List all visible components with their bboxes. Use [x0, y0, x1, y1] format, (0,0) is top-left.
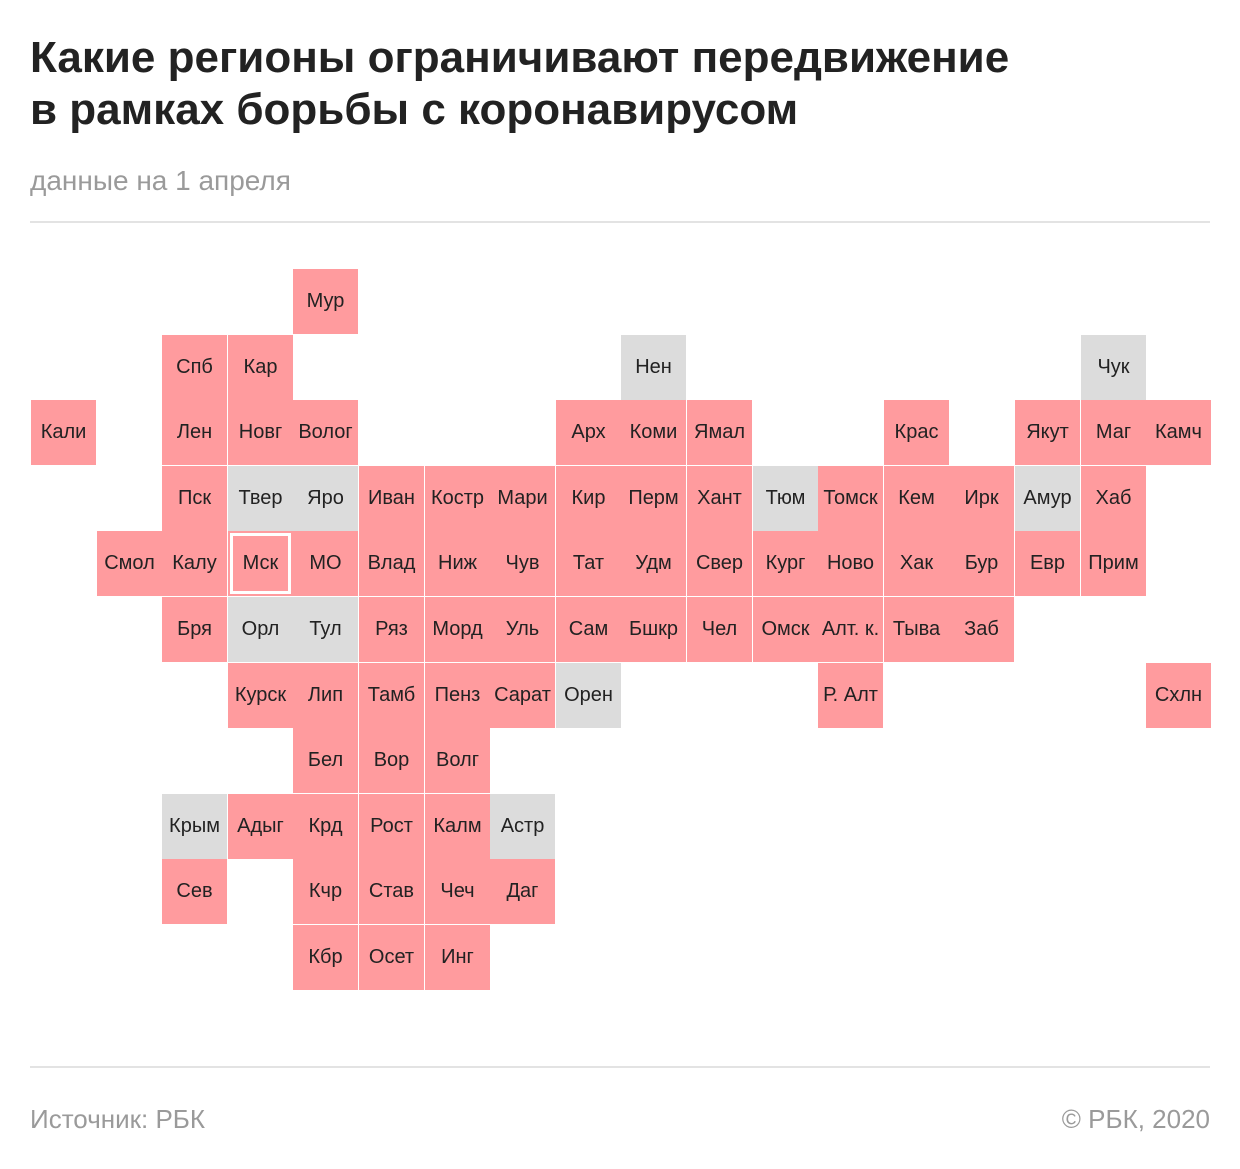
region-tile: Нен [621, 335, 686, 400]
page-title: Какие регионы ограничивают передвижение … [30, 32, 1210, 136]
region-tile: Камч [1146, 400, 1211, 465]
region-tile: Кир [556, 466, 621, 531]
region-tile: Спб [162, 335, 227, 400]
region-tile: Мур [293, 269, 358, 334]
region-tile: Схлн [1146, 663, 1211, 728]
region-tile: Мск [228, 531, 293, 596]
region-tile: Орен [556, 663, 621, 728]
region-tile: Адыг [228, 794, 293, 859]
region-tile: Пенз [425, 663, 490, 728]
region-tile: Крд [293, 794, 358, 859]
region-tile: Новг [228, 400, 293, 465]
region-tile: Став [359, 859, 424, 924]
region-tile: Хак [884, 531, 949, 596]
region-tile: Тыва [884, 597, 949, 662]
region-tile: Бря [162, 597, 227, 662]
region-tile: Орл [228, 597, 293, 662]
region-tile: Вор [359, 728, 424, 793]
region-tile: Мари [490, 466, 555, 531]
region-tile: Лип [293, 663, 358, 728]
region-tile: Арх [556, 400, 621, 465]
region-tile: Ямал [687, 400, 752, 465]
region-tile: Смол [97, 531, 162, 596]
region-tile: Удм [621, 531, 686, 596]
region-tile: Сев [162, 859, 227, 924]
region-tile: Якут [1015, 400, 1080, 465]
region-tile: Морд [425, 597, 490, 662]
source-note: Источник: РБК [30, 1104, 205, 1134]
region-tile: Ирк [949, 466, 1014, 531]
region-tile: Лен [162, 400, 227, 465]
region-tile: Омск [753, 597, 818, 662]
region-tile: Ново [818, 531, 883, 596]
region-tile: Инг [425, 925, 490, 990]
region-tile: Ниж [425, 531, 490, 596]
region-tile: Сам [556, 597, 621, 662]
region-tile: Хаб [1081, 466, 1146, 531]
region-tile: Прим [1081, 531, 1146, 596]
subtitle-date: данные на 1 апреля [30, 165, 291, 196]
region-tile: Томск [818, 466, 883, 531]
region-tile: Амур [1015, 466, 1080, 531]
region-tile: Бур [949, 531, 1014, 596]
region-tile: Курск [228, 663, 293, 728]
region-tile: Волог [293, 400, 358, 465]
region-tile: Крас [884, 400, 949, 465]
region-tile: Бел [293, 728, 358, 793]
region-tile: Кар [228, 335, 293, 400]
region-tile: Рост [359, 794, 424, 859]
region-tile: Заб [949, 597, 1014, 662]
title-line-1: Какие регионы ограничивают передвижение [30, 33, 1010, 82]
copyright-note: © РБК, 2020 [1061, 1104, 1210, 1134]
region-tile: Алт. к. [818, 597, 883, 662]
region-tile: Тул [293, 597, 358, 662]
region-tile: Осет [359, 925, 424, 990]
region-tile: Коми [621, 400, 686, 465]
region-tile: Чел [687, 597, 752, 662]
region-tile: Влад [359, 531, 424, 596]
region-tile: МО [293, 531, 358, 596]
region-tile: Р. Алт [818, 663, 883, 728]
region-tile: Перм [621, 466, 686, 531]
region-tile: Тат [556, 531, 621, 596]
region-tile: Ряз [359, 597, 424, 662]
title-line-2: в рамках борьбы с коронавирусом [30, 85, 799, 134]
region-tile: Свер [687, 531, 752, 596]
region-tile: Кург [753, 531, 818, 596]
region-tile: Костр [425, 466, 490, 531]
region-tile: Кчр [293, 859, 358, 924]
region-tile: Чув [490, 531, 555, 596]
region-tile: Калм [425, 794, 490, 859]
region-tile: Маг [1081, 400, 1146, 465]
region-tile: Чеч [425, 859, 490, 924]
region-tile: Кбр [293, 925, 358, 990]
region-tile: Тамб [359, 663, 424, 728]
region-tile: Кем [884, 466, 949, 531]
region-tile: Уль [490, 597, 555, 662]
region-tile: Астр [490, 794, 555, 859]
region-tile: Крым [162, 794, 227, 859]
region-tile: Твер [228, 466, 293, 531]
region-tile: Чук [1081, 335, 1146, 400]
region-tile: Волг [425, 728, 490, 793]
region-tile: Бшкр [621, 597, 686, 662]
region-tile: Евр [1015, 531, 1080, 596]
region-tile: Пск [162, 466, 227, 531]
region-tile: Тюм [753, 466, 818, 531]
top-divider [30, 221, 1210, 223]
region-tile: Иван [359, 466, 424, 531]
region-tile: Кали [31, 400, 96, 465]
region-tile: Яро [293, 466, 358, 531]
bottom-divider [30, 1066, 1210, 1068]
region-tile: Даг [490, 859, 555, 924]
region-tile: Калу [162, 531, 227, 596]
region-tile: Сарат [490, 663, 555, 728]
region-tile: Хант [687, 466, 752, 531]
